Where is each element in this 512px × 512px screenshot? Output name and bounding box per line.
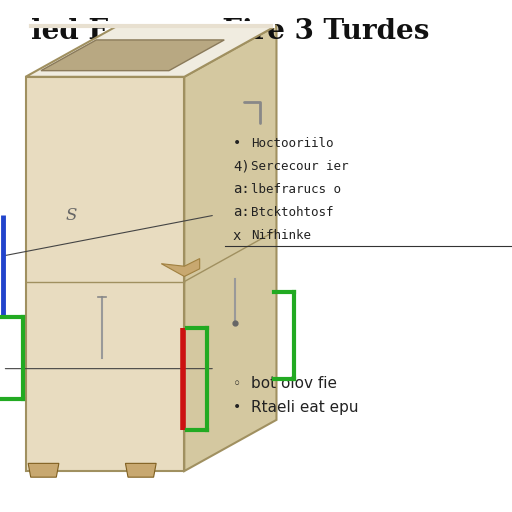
Polygon shape	[26, 77, 184, 471]
Polygon shape	[161, 259, 200, 276]
Polygon shape	[125, 463, 156, 477]
Text: •: •	[233, 136, 241, 151]
Text: lbefrarucs o: lbefrarucs o	[251, 183, 341, 196]
Text: Hoctooriilo: Hoctooriilo	[251, 137, 333, 150]
Text: 4): 4)	[233, 159, 250, 174]
Text: x: x	[233, 228, 241, 243]
Text: bot oiov fie: bot oiov fie	[251, 376, 337, 392]
Text: Rtaeli eat epu: Rtaeli eat epu	[251, 399, 358, 415]
Text: ◦: ◦	[233, 377, 241, 391]
Text: Nifhinke: Nifhinke	[251, 229, 311, 242]
Text: Btcktohtosf: Btcktohtosf	[251, 206, 333, 219]
Text: led Emnsen Fire 3 Turdes: led Emnsen Fire 3 Turdes	[31, 18, 430, 45]
Polygon shape	[41, 40, 224, 71]
Text: S: S	[66, 206, 77, 224]
Text: •: •	[233, 400, 241, 414]
Text: a:: a:	[233, 182, 250, 197]
Text: Sercecour ier: Sercecour ier	[251, 160, 348, 173]
Text: a:: a:	[233, 205, 250, 220]
Polygon shape	[28, 463, 59, 477]
Polygon shape	[26, 26, 276, 77]
Polygon shape	[184, 26, 276, 471]
